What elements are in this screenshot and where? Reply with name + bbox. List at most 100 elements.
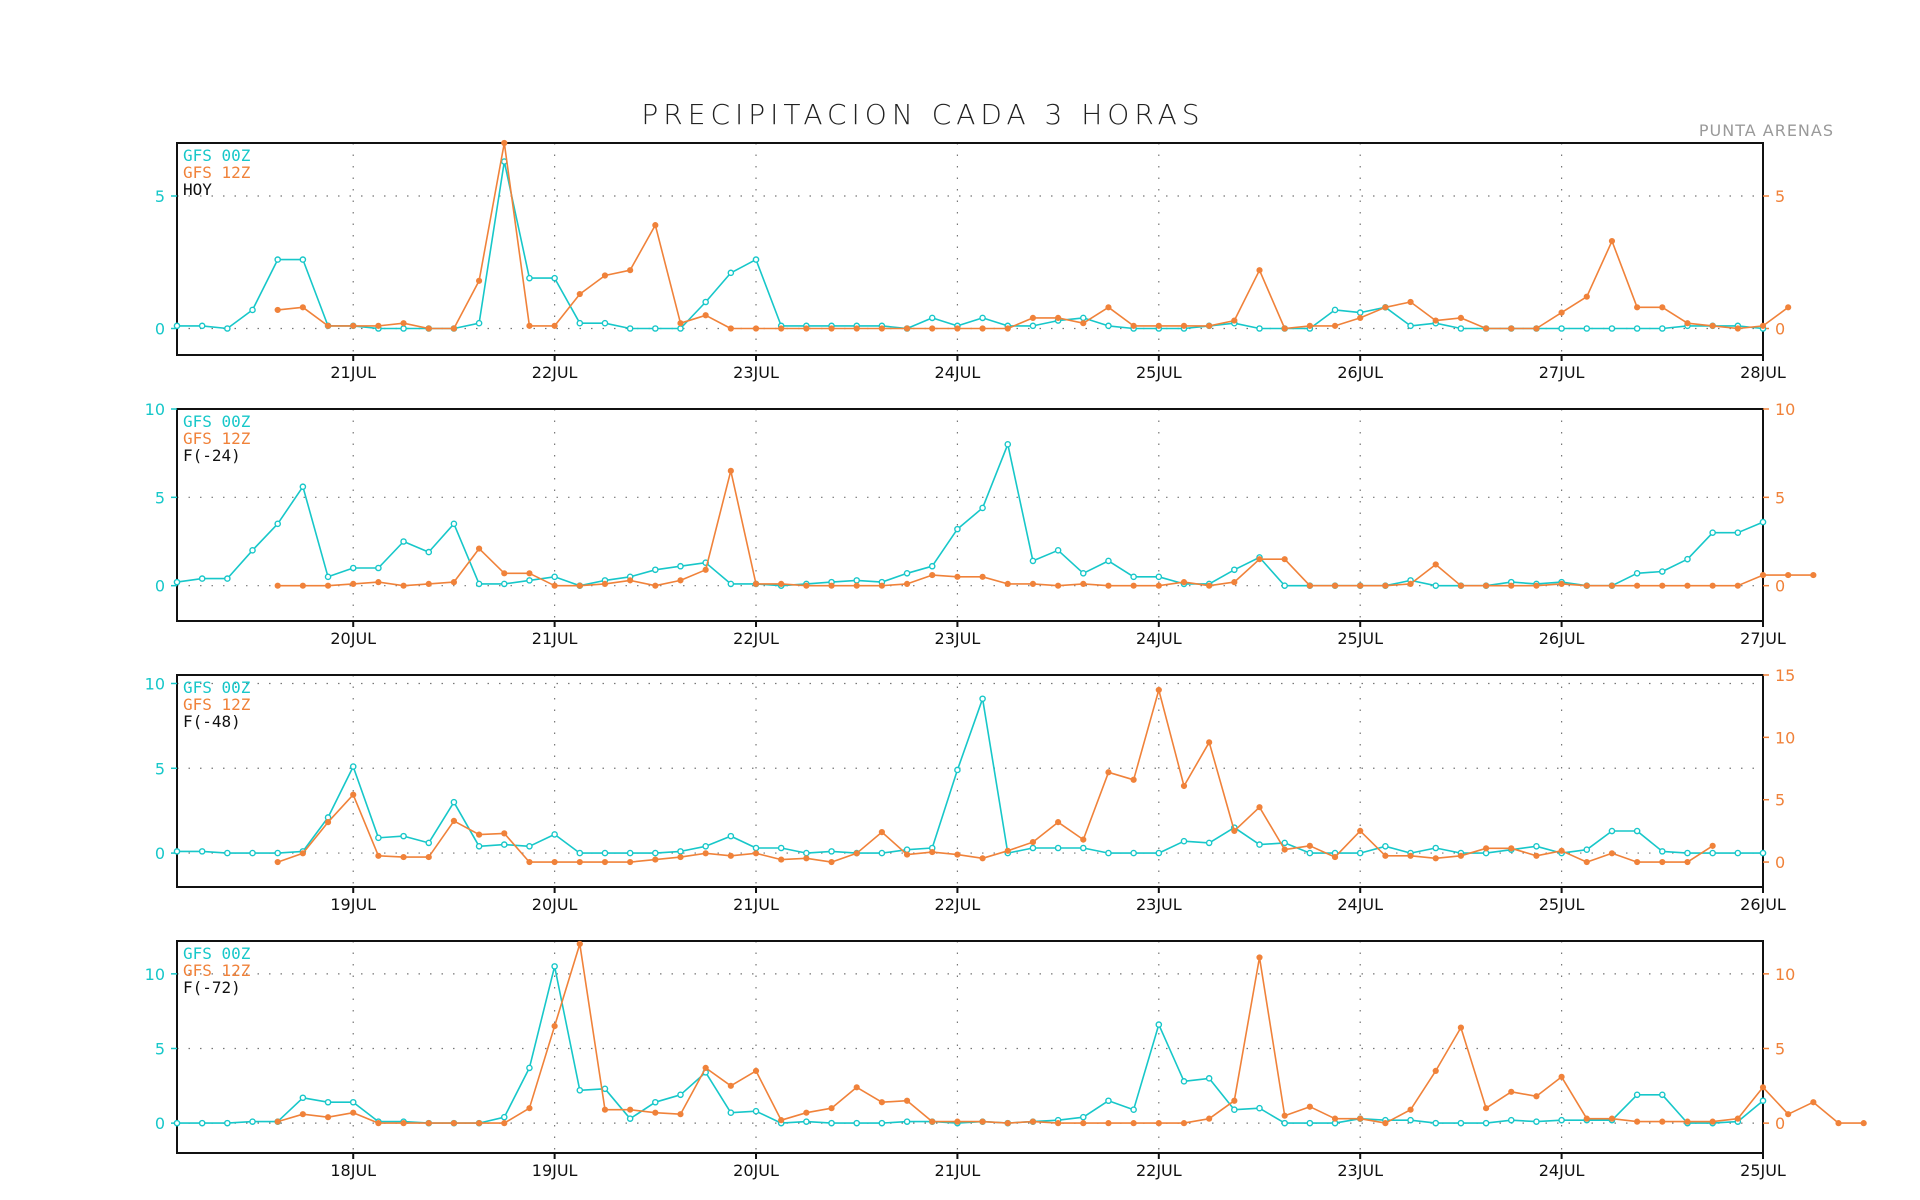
data-point: [1130, 1120, 1137, 1127]
data-point: [954, 766, 961, 774]
data-point: [299, 304, 306, 311]
data-point: [1281, 1112, 1288, 1119]
data-point: [878, 325, 885, 332]
data-point: [803, 1118, 810, 1125]
data-point: [1206, 1115, 1213, 1122]
data-point: [475, 580, 483, 588]
data-point: [627, 1106, 634, 1113]
data-point: [526, 858, 533, 866]
data-point: [601, 858, 609, 866]
legend-entry: GFS 12Z: [183, 163, 251, 182]
data-point: [1634, 1118, 1641, 1125]
data-point: [979, 573, 986, 580]
data-point: [576, 858, 583, 866]
series-gfs-12z: [274, 467, 1817, 589]
data-point: [954, 325, 961, 332]
data-point: [1306, 842, 1313, 849]
data-point: [1004, 1120, 1011, 1127]
data-point: [979, 504, 986, 512]
series-line: [177, 965, 1764, 1124]
series-line: [177, 160, 1764, 330]
data-point: [702, 850, 709, 857]
x-tick-label: 25JUL: [1539, 895, 1585, 914]
x-tick-label: 21JUL: [935, 1161, 981, 1180]
x-tick-label: 27JUL: [1740, 629, 1786, 648]
data-point: [1533, 842, 1540, 850]
data-point: [576, 290, 583, 298]
x-tick-label: 25JUL: [1136, 363, 1182, 382]
data-point: [1281, 839, 1288, 847]
data-point: [828, 325, 835, 332]
data-point: [425, 1120, 432, 1127]
y-right-tick-label: 5: [1775, 1039, 1785, 1058]
data-point: [1684, 582, 1691, 589]
x-tick-label: 19JUL: [532, 1161, 578, 1180]
data-point: [198, 848, 206, 855]
data-point: [1155, 1120, 1162, 1127]
data-point: [450, 817, 458, 825]
data-point: [1105, 1097, 1112, 1105]
data-point: [450, 520, 458, 528]
data-point: [1659, 1118, 1666, 1125]
data-point: [652, 1098, 659, 1106]
data-point: [1306, 322, 1313, 329]
data-point: [1306, 582, 1313, 589]
data-point: [601, 272, 609, 279]
data-point: [1205, 1075, 1213, 1082]
data-point: [828, 582, 835, 589]
data-point: [1130, 1106, 1137, 1114]
data-point: [1432, 1067, 1439, 1074]
series-gfs-00z: [173, 158, 1767, 332]
data-point: [1734, 529, 1742, 536]
data-point: [551, 858, 558, 866]
y-right-tick-label: 0: [1775, 1114, 1785, 1133]
data-point: [1029, 839, 1037, 846]
data-point: [1306, 849, 1314, 857]
data-point: [1080, 836, 1087, 843]
data-point: [1785, 1111, 1792, 1118]
data-point: [727, 1109, 735, 1116]
data-point: [828, 858, 835, 866]
data-point: [1533, 1118, 1540, 1125]
data-point: [1105, 322, 1112, 330]
series-gfs-12z: [274, 139, 1792, 332]
data-point: [1659, 858, 1666, 866]
data-point: [1055, 1120, 1062, 1127]
data-point: [979, 325, 986, 332]
data-point: [752, 1067, 760, 1074]
data-point: [727, 325, 734, 332]
data-point: [249, 547, 256, 554]
data-point: [1331, 306, 1339, 314]
data-point: [1004, 580, 1011, 588]
data-point: [1457, 1119, 1465, 1127]
data-point: [1055, 314, 1062, 321]
data-point: [1734, 849, 1742, 857]
data-point: [878, 849, 886, 857]
data-point: [1029, 322, 1037, 330]
panel-4: 18JUL 19JUL 20JUL 21JUL 22JUL 23JUL 24JUL 25JUL…: [145, 940, 1867, 1180]
data-point: [1382, 842, 1389, 850]
x-tick-label: 21JUL: [532, 629, 578, 648]
data-point: [375, 564, 382, 572]
data-point: [1583, 846, 1591, 853]
data-point: [1633, 325, 1641, 332]
legend-entry: F(-72): [183, 978, 241, 997]
data-point: [425, 853, 432, 861]
data-point: [853, 577, 861, 584]
data-point: [501, 570, 508, 577]
data-point: [601, 1106, 609, 1113]
data-point: [954, 525, 961, 533]
data-point: [198, 322, 206, 330]
data-point: [1684, 320, 1691, 327]
data-point: [501, 1120, 508, 1127]
data-point: [1608, 582, 1616, 589]
data-point: [903, 325, 911, 332]
data-point: [1634, 304, 1641, 311]
data-point: [1105, 557, 1112, 565]
data-point: [752, 844, 760, 852]
data-point: [400, 1120, 407, 1127]
y-right-tick-label: 5: [1775, 187, 1785, 206]
data-point: [349, 564, 357, 572]
y-left-tick-label: 0: [155, 1114, 165, 1133]
data-point: [1482, 1119, 1490, 1127]
